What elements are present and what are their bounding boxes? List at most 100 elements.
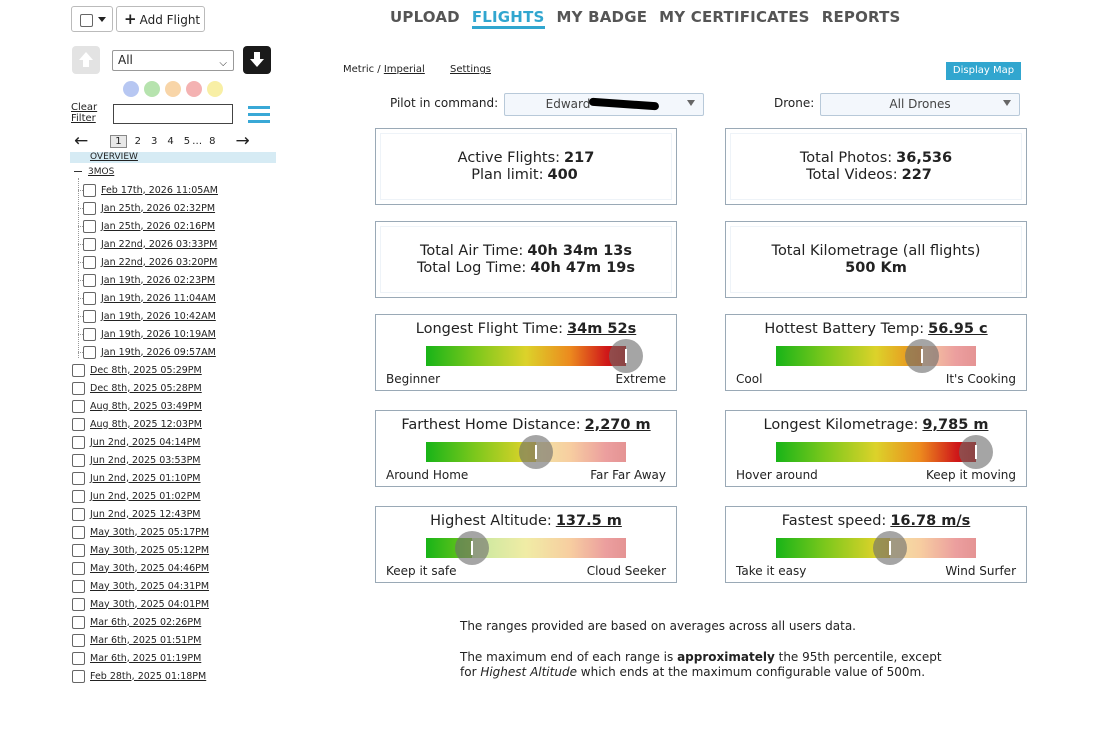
flight-checkbox[interactable] (72, 525, 85, 539)
flight-list-item[interactable]: Jan 19th, 2026 02:23PM (78, 273, 215, 287)
flight-checkbox[interactable] (72, 669, 85, 683)
flight-checkbox[interactable] (72, 507, 85, 521)
arrow-left-icon[interactable]: ← (74, 131, 89, 151)
flight-list-item[interactable]: Jan 19th, 2026 11:04AM (78, 291, 216, 305)
flight-checkbox[interactable] (83, 219, 96, 233)
flight-list-item[interactable]: Mar 6th, 2025 01:51PM (72, 633, 201, 647)
flight-list-item[interactable]: Jan 22nd, 2026 03:20PM (78, 255, 218, 269)
flight-date-link[interactable]: Jun 2nd, 2025 01:10PM (90, 472, 201, 484)
flight-list-item[interactable]: Dec 8th, 2025 05:29PM (72, 363, 202, 377)
search-input[interactable] (113, 104, 233, 124)
flight-list-item[interactable]: Jun 2nd, 2025 01:02PM (72, 489, 201, 503)
flight-checkbox[interactable] (72, 435, 85, 449)
flight-date-link[interactable]: Dec 8th, 2025 05:29PM (90, 364, 202, 376)
flight-date-link[interactable]: Jan 19th, 2026 11:04AM (101, 292, 216, 304)
units-metric-label[interactable]: Metric (343, 64, 375, 75)
flight-date-link[interactable]: Mar 6th, 2025 02:26PM (90, 616, 202, 628)
add-flight-button[interactable]: + Add Flight (116, 6, 205, 32)
flight-list-item[interactable]: May 30th, 2025 04:31PM (72, 579, 209, 593)
scroll-up-button[interactable] (72, 46, 100, 74)
scroll-down-button[interactable] (243, 46, 271, 74)
flight-list-item[interactable]: Jun 2nd, 2025 01:10PM (72, 471, 201, 485)
page-3[interactable]: 3 (151, 135, 158, 147)
flight-checkbox[interactable] (83, 183, 96, 197)
flight-list-item[interactable]: Jun 2nd, 2025 12:43PM (72, 507, 201, 521)
collapse-icon[interactable] (74, 171, 82, 172)
flight-checkbox[interactable] (72, 615, 85, 629)
flight-date-link[interactable]: Jun 2nd, 2025 01:02PM (90, 490, 201, 502)
flight-checkbox[interactable] (83, 309, 96, 323)
flight-list-item[interactable]: Feb 17th, 2026 11:05AM (78, 183, 218, 197)
overview-link[interactable]: OVERVIEW (70, 152, 276, 163)
tab-my-badge[interactable]: MY BADGE (556, 8, 648, 26)
flight-checkbox[interactable] (72, 363, 85, 377)
flight-list-item[interactable]: Aug 8th, 2025 03:49PM (72, 399, 202, 413)
flight-list-item[interactable]: May 30th, 2025 05:12PM (72, 543, 209, 557)
gauge-value-link[interactable]: 2,270 m (584, 417, 651, 433)
flight-checkbox[interactable] (83, 345, 96, 359)
flight-list-item[interactable]: Jun 2nd, 2025 03:53PM (72, 453, 201, 467)
display-map-button[interactable]: Display Map (946, 62, 1021, 80)
flight-checkbox[interactable] (72, 633, 85, 647)
page-8[interactable]: 8 (209, 135, 216, 147)
flight-checkbox[interactable] (72, 417, 85, 431)
page-5[interactable]: 5 (183, 135, 191, 147)
flight-checkbox[interactable] (72, 651, 85, 665)
color-filter-red[interactable] (186, 81, 202, 97)
tab-reports[interactable]: REPORTS (821, 8, 901, 26)
flight-date-link[interactable]: May 30th, 2025 05:12PM (90, 544, 210, 556)
tab-my-certificates[interactable]: MY CERTIFICATES (659, 8, 810, 26)
flight-list-item[interactable]: May 30th, 2025 05:17PM (72, 525, 209, 539)
flight-checkbox[interactable] (72, 579, 85, 593)
gauge-value-link[interactable]: 137.5 m (555, 513, 622, 529)
flight-checkbox[interactable] (72, 561, 85, 575)
flight-list-item[interactable]: Dec 8th, 2025 05:28PM (72, 381, 202, 395)
flight-date-link[interactable]: Jan 22nd, 2026 03:33PM (101, 238, 218, 250)
flight-date-link[interactable]: Jan 25th, 2026 02:16PM (101, 220, 216, 232)
color-filter-green[interactable] (144, 81, 160, 97)
flight-date-link[interactable]: Feb 17th, 2026 11:05AM (101, 184, 218, 196)
flight-list-item[interactable]: Feb 28th, 2025 01:18PM (72, 669, 206, 683)
flight-date-link[interactable]: Aug 8th, 2025 12:03PM (90, 418, 202, 430)
select-all-dropdown[interactable] (71, 6, 113, 32)
flight-date-link[interactable]: May 30th, 2025 05:17PM (90, 526, 210, 538)
flight-list-item[interactable]: Aug 8th, 2025 12:03PM (72, 417, 202, 431)
flight-checkbox[interactable] (83, 273, 96, 287)
flight-checkbox[interactable] (72, 453, 85, 467)
flight-date-link[interactable]: Dec 8th, 2025 05:28PM (90, 382, 202, 394)
flight-date-link[interactable]: Jan 19th, 2026 09:57AM (101, 346, 216, 358)
flight-group-header[interactable]: 3MOS (74, 167, 114, 178)
drone-select[interactable]: All Drones (820, 93, 1020, 116)
color-filter-blue[interactable] (123, 81, 139, 97)
flight-checkbox[interactable] (83, 255, 96, 269)
flight-list-item[interactable]: Jan 19th, 2026 10:42AM (78, 309, 216, 323)
flight-date-link[interactable]: Jan 19th, 2026 10:42AM (101, 310, 216, 322)
arrow-right-icon[interactable]: → (235, 131, 250, 151)
filter-select[interactable]: All ⌵ (112, 50, 234, 71)
color-filter-orange[interactable] (165, 81, 181, 97)
gauge-value-link[interactable]: 56.95 c (928, 321, 988, 337)
flight-list-item[interactable]: May 30th, 2025 04:46PM (72, 561, 209, 575)
flight-date-link[interactable]: Jan 22nd, 2026 03:20PM (101, 256, 218, 268)
flight-list-item[interactable]: Jan 22nd, 2026 03:33PM (78, 237, 218, 251)
gauge-value-link[interactable]: 34m 52s (567, 321, 637, 337)
flight-date-link[interactable]: May 30th, 2025 04:46PM (90, 562, 210, 574)
tab-upload[interactable]: UPLOAD (390, 8, 460, 26)
units-imperial-link[interactable]: Imperial (383, 64, 425, 75)
flight-list-item[interactable]: Jun 2nd, 2025 04:14PM (72, 435, 201, 449)
clear-filter-link[interactable]: Clear Filter (71, 102, 101, 124)
flight-checkbox[interactable] (72, 471, 85, 485)
flight-list-item[interactable]: May 30th, 2025 04:01PM (72, 597, 209, 611)
flight-date-link[interactable]: Jan 19th, 2026 10:19AM (101, 328, 216, 340)
chevron-down-icon[interactable] (98, 17, 106, 22)
settings-link[interactable]: Settings (450, 64, 492, 75)
flight-checkbox[interactable] (83, 327, 96, 341)
flight-list-item[interactable]: Jan 25th, 2026 02:16PM (78, 219, 216, 233)
select-all-checkbox[interactable] (80, 14, 93, 27)
gauge-value-link[interactable]: 9,785 m (922, 417, 989, 433)
page-4[interactable]: 4 (167, 135, 174, 147)
flight-list-item[interactable]: Jan 25th, 2026 02:32PM (78, 201, 215, 215)
flight-checkbox[interactable] (83, 237, 96, 251)
flight-checkbox[interactable] (72, 399, 85, 413)
flight-list-item[interactable]: Mar 6th, 2025 02:26PM (72, 615, 201, 629)
